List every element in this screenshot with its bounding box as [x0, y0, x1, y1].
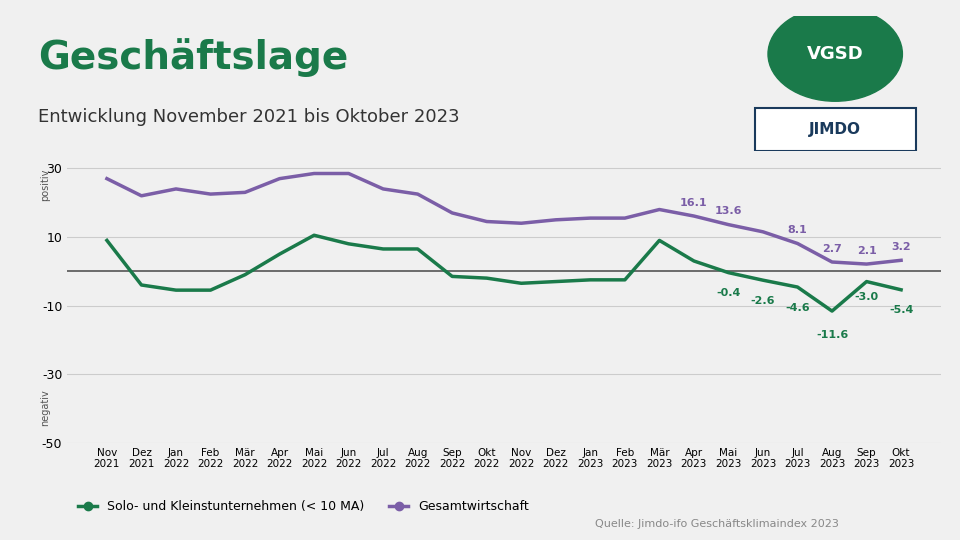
Text: -11.6: -11.6 — [816, 330, 848, 340]
Text: JIMDO: JIMDO — [809, 122, 861, 137]
Text: -0.4: -0.4 — [716, 288, 740, 298]
Text: 3.2: 3.2 — [891, 242, 911, 252]
Text: -3.0: -3.0 — [854, 292, 878, 302]
Text: -4.6: -4.6 — [785, 303, 810, 313]
Text: 13.6: 13.6 — [714, 206, 742, 217]
Text: Geschäftslage: Geschäftslage — [38, 38, 348, 77]
Legend: Solo- und Kleinstunternehmen (< 10 MA), Gesamtwirtschaft: Solo- und Kleinstunternehmen (< 10 MA), … — [74, 495, 534, 518]
Text: -2.6: -2.6 — [751, 296, 776, 306]
Text: VGSD: VGSD — [806, 45, 864, 63]
Text: negativ: negativ — [39, 389, 50, 426]
Text: 16.1: 16.1 — [680, 198, 708, 208]
Text: positiv: positiv — [39, 168, 50, 201]
FancyBboxPatch shape — [755, 108, 916, 151]
Text: Entwicklung November 2021 bis Oktober 2023: Entwicklung November 2021 bis Oktober 20… — [38, 108, 460, 126]
Text: 2.1: 2.1 — [856, 246, 876, 256]
Circle shape — [768, 6, 902, 102]
Text: Quelle: Jimdo-ifo Geschäftsklimaindex 2023: Quelle: Jimdo-ifo Geschäftsklimaindex 20… — [595, 519, 839, 529]
Text: -5.4: -5.4 — [889, 306, 913, 315]
Text: 8.1: 8.1 — [787, 225, 807, 235]
Text: 2.7: 2.7 — [822, 244, 842, 254]
